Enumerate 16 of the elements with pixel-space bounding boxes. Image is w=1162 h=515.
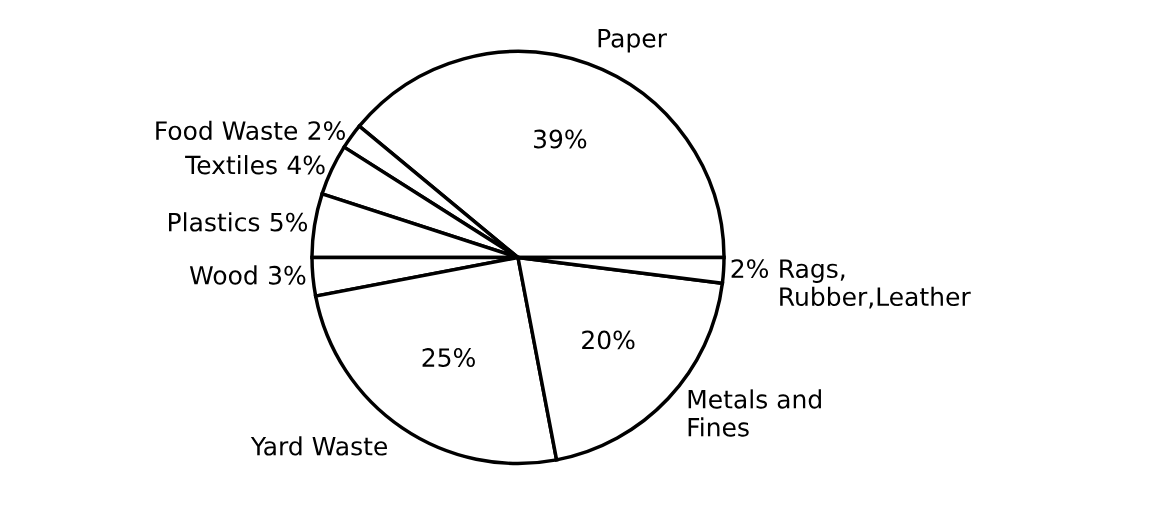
slice-label: Paper: [598, 29, 667, 53]
data-label: 5%: [270, 212, 308, 232]
slice-label: Textiles: [185, 155, 277, 175]
data-label: 2%: [308, 121, 345, 141]
data-label: 4%: [287, 155, 325, 175]
slice-label: Rags, Rubber,Leather: [780, 259, 971, 309]
data-label: 20%: [582, 330, 635, 350]
data-label: 25%: [422, 348, 475, 367]
slice-label: Plastics: [169, 212, 260, 232]
data-label: 3%: [269, 265, 306, 285]
data-label: 39%: [533, 129, 587, 149]
slice-label: Food Waste: [156, 120, 298, 141]
slice-label: Yard Waste: [250, 436, 387, 456]
slice-label: Metals and Fines: [688, 389, 821, 437]
data-label: 2%: [731, 259, 769, 279]
slice-label: Wood: [189, 265, 257, 285]
